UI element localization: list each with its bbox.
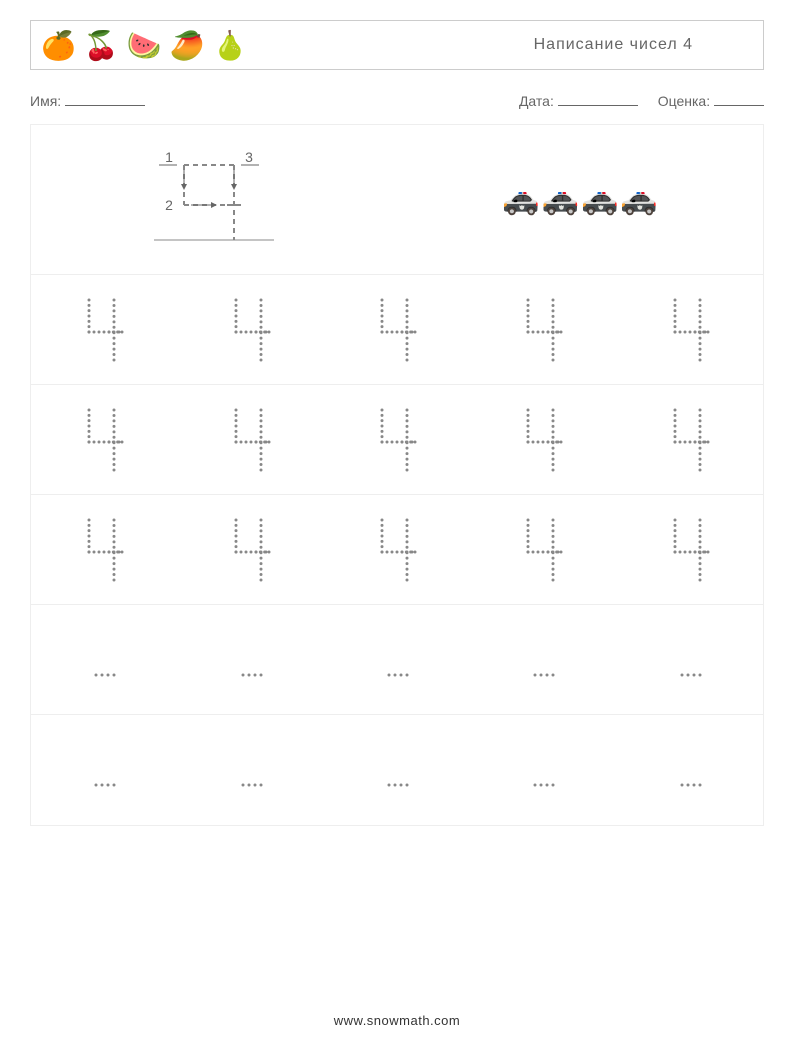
name-blank[interactable]	[65, 92, 145, 106]
trace-cell[interactable]	[470, 275, 616, 384]
trace-row	[31, 275, 763, 385]
trace-cell[interactable]	[177, 275, 323, 384]
stroke-label-2: 2	[165, 197, 173, 213]
police-car-icon: 🚓	[620, 182, 657, 217]
write-cell[interactable]	[470, 715, 616, 825]
dotted-four	[367, 730, 427, 810]
trace-row	[31, 385, 763, 495]
pear-icon: 🍐	[213, 29, 248, 62]
cherries-icon: 🍒	[84, 29, 119, 62]
trace-cell[interactable]	[31, 275, 177, 384]
trace-cell[interactable]	[324, 385, 470, 494]
dotted-four	[221, 510, 281, 590]
dotted-four	[74, 730, 134, 810]
write-cell[interactable]	[31, 715, 177, 825]
trace-row	[31, 495, 763, 605]
write-cell[interactable]	[324, 715, 470, 825]
stroke-guide-cell: 1 2 3	[31, 125, 397, 274]
dotted-four	[513, 620, 573, 700]
date-label: Дата:	[519, 93, 554, 109]
police-car-icon: 🚓	[542, 182, 579, 217]
dotted-four	[660, 290, 720, 370]
stroke-guide-svg: 1 2 3	[129, 140, 299, 260]
dotted-four	[221, 290, 281, 370]
write-cell[interactable]	[177, 715, 323, 825]
dotted-four	[513, 730, 573, 810]
dotted-four	[74, 510, 134, 590]
trace-cell[interactable]	[324, 275, 470, 384]
write-cell[interactable]	[617, 715, 763, 825]
trace-cell[interactable]	[31, 385, 177, 494]
dotted-four	[660, 400, 720, 480]
police-cars: 🚓 🚓 🚓 🚓	[502, 182, 657, 217]
dotted-four	[367, 290, 427, 370]
footer-url: www.snowmath.com	[0, 1013, 794, 1028]
guide-row: 1 2 3 🚓	[31, 125, 763, 275]
dotted-four	[221, 620, 281, 700]
trace-cell[interactable]	[470, 385, 616, 494]
trace-cell[interactable]	[177, 495, 323, 604]
write-cell[interactable]	[324, 605, 470, 714]
date-blank[interactable]	[558, 92, 638, 106]
orange-icon: 🍊	[41, 29, 76, 62]
dotted-four	[513, 290, 573, 370]
dotted-four	[367, 510, 427, 590]
stroke-label-3: 3	[245, 149, 253, 165]
name-label: Имя:	[30, 93, 61, 109]
dotted-four	[221, 400, 281, 480]
trace-cell[interactable]	[470, 495, 616, 604]
trace-cell[interactable]	[177, 385, 323, 494]
write-cell[interactable]	[617, 605, 763, 714]
worksheet-grid: 1 2 3 🚓	[30, 124, 764, 826]
dotted-four	[367, 400, 427, 480]
worksheet-title: Написание чисел 4	[534, 36, 693, 54]
write-cell[interactable]	[470, 605, 616, 714]
trace-cell[interactable]	[617, 275, 763, 384]
mango-icon: 🥭	[170, 29, 205, 62]
trace-cell[interactable]	[31, 495, 177, 604]
score-blank[interactable]	[714, 92, 764, 106]
stroke-label-1: 1	[165, 149, 173, 165]
dotted-four	[513, 510, 573, 590]
dotted-four	[367, 620, 427, 700]
write-cell[interactable]	[31, 605, 177, 714]
dotted-four	[513, 400, 573, 480]
example-objects-cell: 🚓 🚓 🚓 🚓	[397, 125, 763, 274]
blank-row	[31, 605, 763, 715]
write-cell[interactable]	[177, 605, 323, 714]
blank-row	[31, 715, 763, 825]
police-car-icon: 🚓	[581, 182, 618, 217]
dotted-four	[74, 620, 134, 700]
fruit-icons: 🍊 🍒 🍉 🥭 🍐	[41, 29, 247, 62]
dotted-four	[221, 730, 281, 810]
header-box: 🍊 🍒 🍉 🥭 🍐 Написание чисел 4	[30, 20, 764, 70]
info-row: Имя: Дата: Оценка:	[30, 92, 764, 109]
trace-cell[interactable]	[324, 495, 470, 604]
dotted-four	[660, 730, 720, 810]
police-car-icon: 🚓	[502, 182, 539, 217]
dotted-four	[660, 510, 720, 590]
dotted-four	[74, 290, 134, 370]
trace-cell[interactable]	[617, 385, 763, 494]
score-label: Оценка:	[658, 93, 710, 109]
dotted-four	[74, 400, 134, 480]
dotted-four	[660, 620, 720, 700]
trace-cell[interactable]	[617, 495, 763, 604]
watermelon-icon: 🍉	[127, 29, 162, 62]
